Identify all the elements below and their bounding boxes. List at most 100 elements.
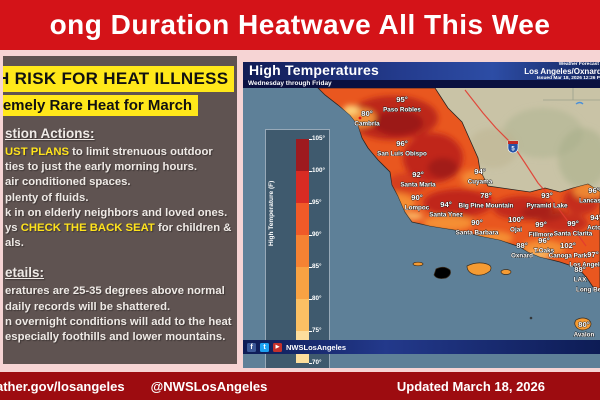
legend-tick-label: 95° (312, 199, 322, 206)
left-info-panel: H RISK FOR HEAT ILLNESS remely Rare Heat… (3, 56, 237, 364)
station-name: Santa Clarita (554, 231, 593, 238)
station-name: Acton (587, 225, 600, 232)
legend-tick-label: 80° (312, 295, 322, 302)
station-temp: 96° (396, 139, 407, 148)
map-title: High Temperatures (249, 62, 379, 78)
station-temp: 80° (578, 320, 589, 329)
office-info: Weather Forecast O Los Angeles/Oxnard, I… (524, 62, 600, 82)
rare-heat-heading: remely Rare Heat for March (3, 95, 199, 116)
station-dot (358, 116, 362, 120)
station-temp: 94° (590, 213, 600, 222)
twitter-handle: @NWSLosAngeles (150, 378, 268, 394)
temperature-legend: High Temperature (F) 105° 100° 95° 90° 85° 80… (265, 129, 330, 368)
station-temp: 93° (541, 191, 552, 200)
map-canvas: 5 95° Paso Robles 80° Cambria 96° San Luis Ob… (243, 88, 600, 368)
detail-line: daily records will be shattered. (5, 300, 171, 313)
legend-tick-label: 70° (312, 359, 322, 366)
action-line: als. (5, 237, 24, 250)
station-dot (488, 196, 492, 200)
interstate-5-road (464, 89, 587, 247)
station-temp: 92° (412, 170, 423, 179)
station-name: T.Oaks (534, 248, 555, 255)
map-subtitle: Wednesday through Friday (243, 80, 600, 88)
office-line-3: Issued Mar 18, 2026 12:26 PM (536, 76, 600, 81)
top-banner: ong Duration Heatwave All This Wee (0, 0, 600, 50)
channel-islands (412, 261, 592, 331)
action-line: plenty of fluids. (5, 191, 89, 204)
map-footer-bar: f t ▶ NWSLosAngeles (243, 340, 600, 354)
action-line: ys CHECK THE BACK SEAT for children & (5, 222, 232, 235)
station-temp: 88° (574, 265, 585, 274)
legend-tick-label: 100° (312, 167, 326, 174)
station-temp: 94° (474, 167, 485, 176)
details-title: etails: (5, 265, 45, 281)
svg-text:5: 5 (511, 147, 515, 153)
station-temp: 95° (396, 95, 407, 104)
station-name: Ojai (510, 227, 522, 234)
station-temp: 99° (567, 219, 578, 228)
station-name: Canoga Park (549, 253, 588, 260)
detail-line: n overnight conditions will add to the h… (5, 315, 232, 328)
heat-shading (340, 96, 600, 261)
detail-line: eratures are 25-35 degrees above normal (5, 285, 225, 298)
risk-heading: H RISK FOR HEAT ILLNESS (3, 66, 235, 92)
legend-tick-label: 85° (312, 263, 322, 270)
forecast-map-panel: High Temperatures Weather Forecast O Los… (243, 62, 600, 368)
map-header: High Temperatures Weather Forecast O Los… (243, 62, 600, 82)
station-temp: 99° (535, 220, 546, 229)
legend-tick-label: 105° (312, 135, 326, 142)
station-temp: 90° (471, 218, 482, 227)
action-line: ties to just the early morning hours. (5, 161, 198, 174)
station-temp: 88° (516, 241, 527, 250)
action-line: air conditioned spaces. (5, 176, 131, 189)
interstate-5-shield: 5 (507, 140, 519, 154)
action-line: k in on elderly neighbors and loved ones… (5, 206, 228, 219)
bottom-banner: ather.gov/losangeles @NWSLosAngeles Upda… (0, 372, 600, 400)
station-name: Santa Ynez (429, 212, 462, 219)
station-name: Lancaster (579, 198, 600, 205)
station-name: Cambria (354, 121, 380, 128)
updated-date: Updated March 18, 2026 (396, 378, 545, 394)
station-name: San Luis Obispo (377, 151, 427, 158)
facebook-icon: f (247, 342, 256, 352)
station-name: Fillmore (529, 232, 554, 239)
station-temp: 90° (411, 193, 422, 202)
actions-list: UST PLANS to limit strenuous outdoor ties… (5, 145, 237, 251)
station-name: Cuyama (468, 179, 493, 186)
legend-tick-label: 75° (312, 327, 322, 334)
station-temp: 97° (587, 250, 598, 259)
station-labels: 95° Paso Robles 80° Cambria 96° San Luis Obis… (354, 95, 600, 339)
youtube-icon: ▶ (273, 342, 282, 352)
station-name: Lompoc (405, 205, 430, 212)
station-name: Pyramid Lake (527, 203, 568, 210)
station-name: Los Angeles (569, 262, 600, 269)
lake-marker (575, 101, 584, 105)
social-handle: NWSLosAngeles (286, 342, 347, 352)
station-name: Avalon (574, 332, 595, 339)
legend-tick-label: 90° (312, 231, 322, 238)
station-name: Oxnard (511, 253, 533, 260)
weather-url: ather.gov/losangeles (0, 378, 125, 394)
station-temp: 100° (508, 215, 524, 224)
actions-title: stion Actions: (5, 126, 95, 141)
station-name: LAX (574, 277, 587, 284)
banner-title: ong Duration Heatwave All This Wee (49, 9, 551, 40)
station-name: Santa Barbara (456, 230, 499, 237)
station-temp: 80° (361, 109, 372, 118)
station-name: Big Pine Mountain (459, 203, 514, 210)
station-temp: 96° (538, 236, 549, 245)
action-line: UST PLANS to limit strenuous outdoor (5, 146, 213, 158)
station-name: Paso Robles (383, 107, 421, 114)
office-line-2: Los Angeles/Oxnard, (524, 67, 600, 76)
station-name: Santa Maria (400, 182, 436, 189)
legend-colorbar (296, 139, 309, 363)
twitter-icon: t (260, 342, 269, 352)
details-list: eratures are 25-35 degrees above normal d… (5, 284, 237, 345)
station-temp: 102° (560, 241, 576, 250)
detail-line: especially foothills and lower mountains… (5, 331, 226, 344)
station-temp: 78° (480, 191, 491, 200)
station-name: Long Beach (576, 287, 600, 294)
station-temp: 96° (588, 186, 599, 195)
station-temp: 94° (440, 200, 451, 209)
office-line-1: Weather Forecast O (558, 62, 600, 67)
